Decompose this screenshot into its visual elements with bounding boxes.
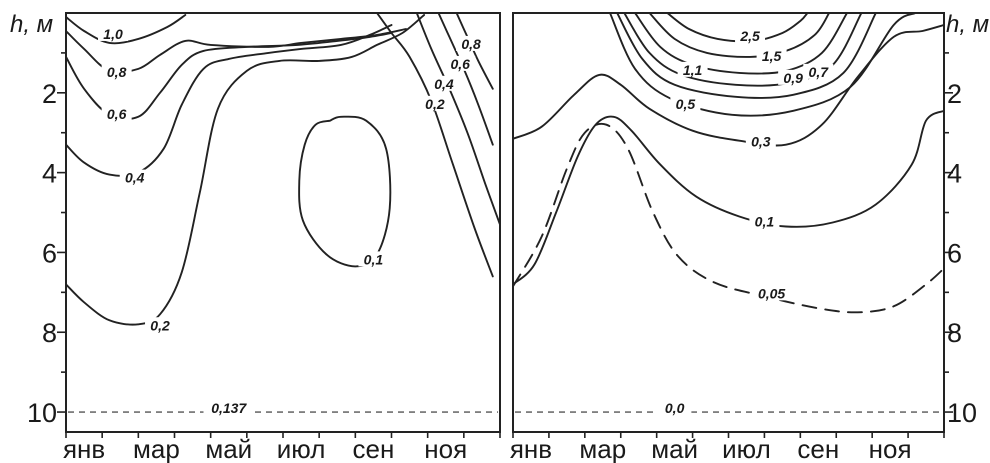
contour-label-bg	[98, 25, 129, 41]
contour-label-bg	[445, 55, 476, 71]
contour-label: 0,2	[150, 317, 170, 333]
contour-label-bg	[119, 169, 150, 185]
contour-line	[513, 122, 944, 314]
contour-label: 0,1	[364, 251, 384, 267]
left-panel: 2 4 6 8 10 h, м янв мар май июл сен ноя 0,137 1,0 0,8 0…	[10, 11, 501, 463]
contour-line	[648, 13, 831, 58]
contour-line	[66, 14, 426, 326]
contour-label-bg	[358, 251, 389, 267]
month-label: июл	[277, 434, 326, 463]
contour-label: 0,6	[107, 106, 127, 122]
contour-line	[609, 13, 917, 117]
y-tick-label: 10	[27, 398, 57, 428]
contour-label-bg	[101, 63, 132, 79]
y-tick-label: 2	[42, 79, 57, 109]
contour-label: 2,5	[739, 28, 760, 44]
contour-line	[66, 24, 393, 177]
y-tick-label: 4	[947, 159, 962, 189]
month-label: июл	[722, 434, 771, 463]
contour-line	[634, 13, 848, 75]
contour-label: 0,8	[461, 36, 481, 52]
month-label: сен	[797, 434, 839, 463]
contour-label-bg	[428, 75, 459, 91]
y-tick-label: 2	[947, 79, 962, 109]
contour-label-bg	[756, 47, 787, 63]
contour-line	[66, 14, 187, 45]
contour-label: 0,5	[676, 96, 696, 112]
contour-group	[513, 13, 944, 314]
y-tick-label: 8	[947, 318, 962, 348]
month-label: ноя	[424, 434, 467, 463]
contour-line	[415, 13, 500, 226]
contour-line	[616, 13, 877, 99]
contour-label: 1,5	[762, 48, 782, 64]
contour-label: 0,1	[755, 214, 775, 230]
contour-label: 0,05	[758, 285, 785, 301]
contour-label: 0,9	[783, 70, 803, 86]
y-tick-label: 6	[42, 238, 57, 268]
contour-label-bg	[749, 213, 780, 229]
y-tick-label: 10	[947, 398, 977, 428]
right-panel: 2 4 6 8 10 h, м янв мар май июл сен ноя 0,0 2,51,5 1,1…	[510, 11, 989, 463]
contour-line	[513, 24, 944, 147]
plot-frame	[512, 12, 945, 433]
month-label: май	[651, 434, 698, 463]
month-label: май	[205, 434, 252, 463]
contour-label-bg	[456, 35, 487, 51]
contour-label-bg	[803, 63, 834, 79]
contour-label: 1,0	[103, 26, 123, 42]
y-axis-title: h, м	[10, 11, 53, 38]
month-label: янв	[63, 434, 105, 463]
contour-label: 0,3	[751, 134, 771, 150]
contour-line	[298, 115, 392, 268]
contour-label: 1,1	[683, 62, 703, 78]
contour-label-bg	[419, 95, 450, 111]
contour-label: 0,8	[107, 64, 127, 80]
month-label: ноя	[869, 434, 912, 463]
y-tick-label: 6	[947, 238, 962, 268]
reference-label: 0,137	[211, 400, 247, 416]
contour-label-bg	[145, 317, 176, 333]
contour-label-bg	[101, 105, 132, 121]
contour-label-bg	[677, 61, 708, 77]
y-tick-label: 8	[42, 318, 57, 348]
contour-label-bg	[745, 133, 776, 149]
month-label: мар	[579, 434, 626, 463]
contour-label-bg	[752, 285, 791, 301]
contour-label: 0,2	[425, 96, 445, 112]
contour-label-bg	[735, 27, 766, 43]
reference-label-bg	[203, 401, 254, 416]
contour-label-bg	[778, 69, 809, 85]
contour-label: 0,4	[125, 170, 145, 186]
month-label: янв	[510, 434, 552, 463]
contour-label: 0,7	[809, 64, 830, 80]
reference-label-bg	[657, 401, 692, 416]
contour-label: 0,6	[450, 56, 470, 72]
contour-label-bg	[670, 95, 701, 111]
month-label: мар	[133, 434, 180, 463]
contour-label: 0,4	[434, 76, 454, 92]
contour-line	[513, 109, 944, 286]
reference-label: 0,0	[665, 400, 685, 416]
y-tick-label: 4	[42, 159, 57, 189]
month-label: сен	[353, 434, 395, 463]
y-axis-title: h, м	[946, 11, 989, 38]
